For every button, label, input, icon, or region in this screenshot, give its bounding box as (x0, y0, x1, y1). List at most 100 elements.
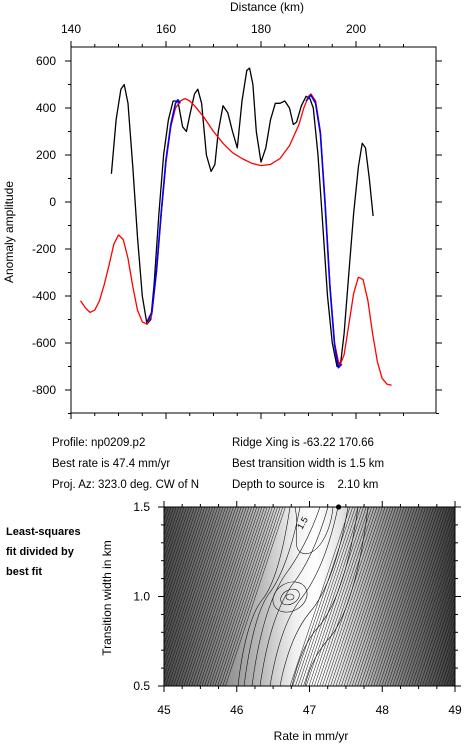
contour-line (164, 507, 219, 669)
rate-axis-label: Rate in mm/yr (274, 729, 349, 743)
contour-line (164, 507, 216, 661)
contour-line (346, 507, 407, 686)
contour-line (279, 507, 349, 686)
y-tick-label: -400 (32, 289, 56, 303)
contour-line (386, 507, 448, 686)
rate-tick-label: 47 (303, 703, 317, 717)
contour-lines (164, 507, 467, 686)
side-label: Least-squares fit divided by best fit (6, 522, 81, 582)
contour-line (201, 507, 263, 686)
rate-tick-label: 46 (230, 703, 244, 717)
contour-line (222, 507, 284, 686)
width-tick-label: 0.5 (133, 679, 150, 693)
contour-line (343, 507, 405, 686)
contour-line (376, 507, 437, 686)
contour-line (164, 507, 187, 576)
plot-frame (70, 46, 437, 414)
contour-line (292, 507, 353, 686)
contour-line (443, 652, 455, 686)
contour-line (413, 563, 455, 686)
contour-line (397, 515, 455, 686)
contour-line (175, 507, 237, 686)
contour-line (188, 507, 250, 686)
contour-line (183, 507, 245, 686)
contour-line (164, 507, 224, 684)
contour-line (430, 611, 455, 686)
y-tick-label: 600 (36, 54, 56, 68)
contour-line (395, 507, 455, 686)
y-tick-label: 200 (36, 148, 56, 162)
contour-ring (272, 581, 308, 613)
contour-line (400, 523, 455, 686)
contour-line (164, 507, 182, 560)
contour-line (193, 507, 255, 686)
contour-line (370, 507, 432, 686)
contour-line (164, 507, 221, 677)
contour-line (225, 507, 286, 686)
contour-line (327, 507, 389, 686)
contour-line (180, 507, 242, 686)
contour-line (164, 507, 193, 591)
contour-line (294, 507, 334, 554)
contour-line (432, 619, 455, 686)
contour-line (164, 507, 206, 630)
profile-chart: 140 160 180 200 600 400 200 0 -200 -400 -600 -800 (32, 22, 442, 419)
contour-line (435, 627, 455, 686)
contour-line (259, 507, 329, 686)
contour-line (291, 507, 359, 686)
contour-line (170, 507, 232, 686)
contour-line (324, 507, 386, 686)
contour-line (219, 507, 281, 686)
contour-line (251, 507, 321, 686)
contour-line (405, 539, 455, 686)
contour-line (165, 507, 226, 686)
x-tick-label: 180 (251, 22, 271, 36)
contour-line (403, 531, 455, 686)
contour-line (164, 507, 190, 583)
contour-line (164, 507, 198, 607)
width-axis-label: Transition width in km (100, 540, 114, 656)
contour-line (300, 507, 362, 686)
contour-line (463, 507, 467, 686)
contour-line (341, 507, 402, 686)
contour-line (308, 507, 370, 686)
contour-line (204, 507, 265, 686)
contour-line (438, 635, 455, 686)
y-tick-label: 0 (49, 195, 56, 209)
contour-line (199, 507, 260, 686)
contour-line (164, 507, 211, 646)
rate-tick-label: 49 (448, 703, 462, 717)
contour-ring (280, 588, 300, 606)
projection-azimuth: Proj. Az: 323.0 deg. CW of N (52, 479, 200, 491)
contour-line (164, 507, 177, 545)
contour-line (164, 507, 180, 552)
ridge-crossing: Ridge Xing is -63.22 170.66 (232, 437, 374, 449)
x-tick-label: 140 (61, 22, 81, 36)
contour-line (304, 507, 369, 686)
best-rate: Best rate is 47.4 mm/yr (52, 458, 171, 470)
contour-line (357, 507, 418, 686)
x-axis-label: Distance (km) (230, 0, 304, 14)
contour-line (209, 507, 271, 686)
contour-line (322, 507, 383, 686)
contour-line (338, 507, 399, 686)
contour-ring (285, 593, 295, 601)
series-line-2 (146, 99, 181, 323)
contour-line (173, 507, 234, 686)
side-label-line: fit divided by (6, 546, 74, 558)
contour-line (289, 507, 351, 686)
contour-line (164, 507, 200, 614)
contour-line (237, 507, 291, 686)
contour-line (440, 644, 455, 686)
contour-line (419, 579, 455, 686)
contour-line (297, 507, 359, 686)
source-depth: Depth to source is 2.10 km (232, 479, 379, 491)
y-tick-label: 400 (36, 101, 56, 115)
width-tick-label: 1.5 (133, 500, 150, 514)
contour-line (167, 507, 229, 686)
contour-line (422, 587, 455, 686)
contour-line (243, 507, 301, 686)
contour-line (186, 507, 247, 686)
contour-line (411, 555, 455, 686)
